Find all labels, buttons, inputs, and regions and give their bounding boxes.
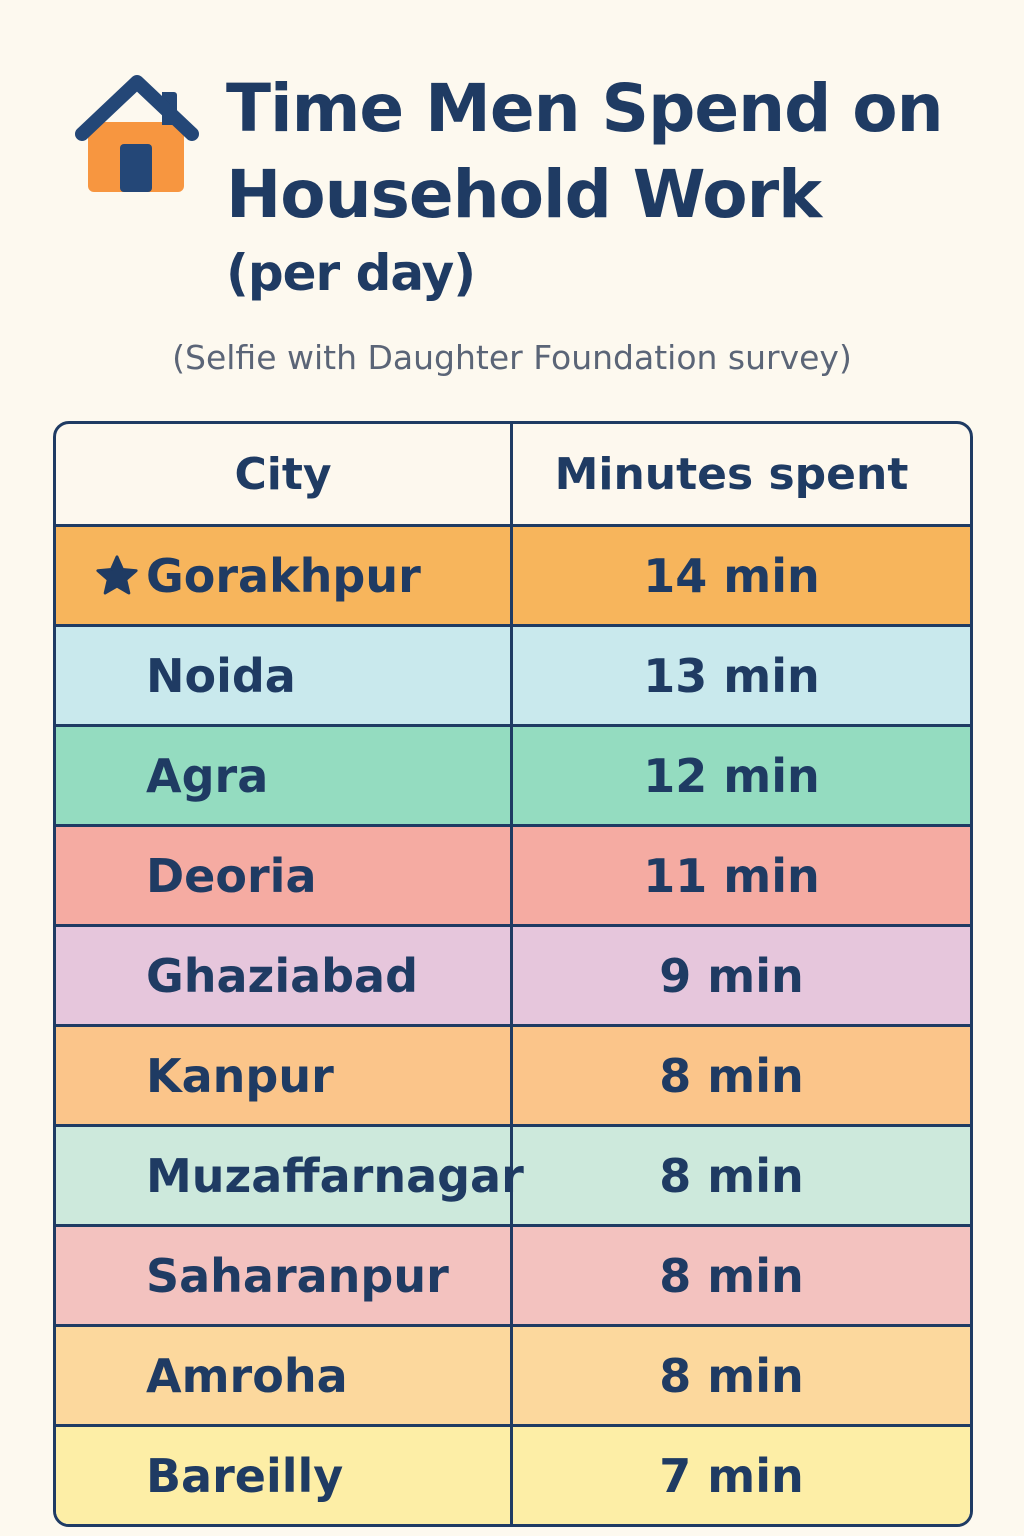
city-cell: Kanpur — [56, 1027, 513, 1124]
minutes-cell: 8 min — [659, 1048, 804, 1103]
house-icon — [75, 75, 199, 192]
minutes-cell: 8 min — [659, 1148, 804, 1203]
city-cell: Amroha — [56, 1327, 513, 1424]
city-name: Saharanpur — [146, 1248, 449, 1303]
header-city: City — [56, 424, 513, 524]
table-header: City Minutes spent — [56, 424, 970, 524]
minutes-cell: 13 min — [643, 648, 820, 703]
minutes-cell: 14 min — [643, 548, 820, 603]
city-cell: Agra — [56, 727, 513, 824]
city-cell: Muzaffarnagar — [56, 1127, 524, 1224]
table-row: Amroha 8 min — [56, 1324, 970, 1424]
city-name: Kanpur — [146, 1048, 334, 1103]
city-cell: Bareilly — [56, 1427, 513, 1524]
subtitle: (Selfie with Daughter Foundation survey) — [172, 338, 852, 377]
table-row: Saharanpur 8 min — [56, 1224, 970, 1324]
minutes-cell: 9 min — [659, 948, 804, 1003]
city-name: Gorakhpur — [146, 548, 421, 603]
data-table: City Minutes spent Gorakhpur 14 min Noida 1… — [53, 421, 973, 1527]
table-row: Ghaziabad 9 min — [56, 924, 970, 1024]
title-line-2: Household Work — [226, 156, 822, 233]
city-cell: Noida — [56, 627, 513, 724]
table-row: Noida 13 min — [56, 624, 970, 724]
star-icon — [96, 554, 138, 594]
minutes-cell: 8 min — [659, 1248, 804, 1303]
city-name: Muzaffarnagar — [146, 1148, 524, 1203]
table-row: Agra 12 min — [56, 724, 970, 824]
page-title: Time Men Spend on Household Work (per da… — [226, 66, 944, 308]
city-cell: Ghaziabad — [56, 927, 513, 1024]
table-row: Muzaffarnagar 8 min — [56, 1124, 970, 1224]
city-name: Deoria — [146, 848, 317, 903]
city-name: Agra — [146, 748, 269, 803]
minutes-cell: 8 min — [659, 1348, 804, 1403]
header-minutes: Minutes spent — [554, 448, 909, 500]
table-row: Bareilly 7 min — [56, 1424, 970, 1524]
city-name: Noida — [146, 648, 296, 703]
minutes-cell: 11 min — [643, 848, 820, 903]
city-cell: Saharanpur — [56, 1227, 513, 1324]
table-row: Deoria 11 min — [56, 824, 970, 924]
minutes-cell: 12 min — [643, 748, 820, 803]
minutes-cell: 7 min — [659, 1448, 804, 1503]
city-cell: Deoria — [56, 827, 513, 924]
title-line-3: (per day) — [226, 244, 476, 302]
city-name: Amroha — [146, 1348, 348, 1403]
city-cell: Gorakhpur — [56, 527, 513, 624]
city-name: Bareilly — [146, 1448, 344, 1503]
city-name: Ghaziabad — [146, 948, 419, 1003]
table-row: Gorakhpur 14 min — [56, 524, 970, 624]
title-line-1: Time Men Spend on — [226, 70, 944, 147]
table-row: Kanpur 8 min — [56, 1024, 970, 1124]
